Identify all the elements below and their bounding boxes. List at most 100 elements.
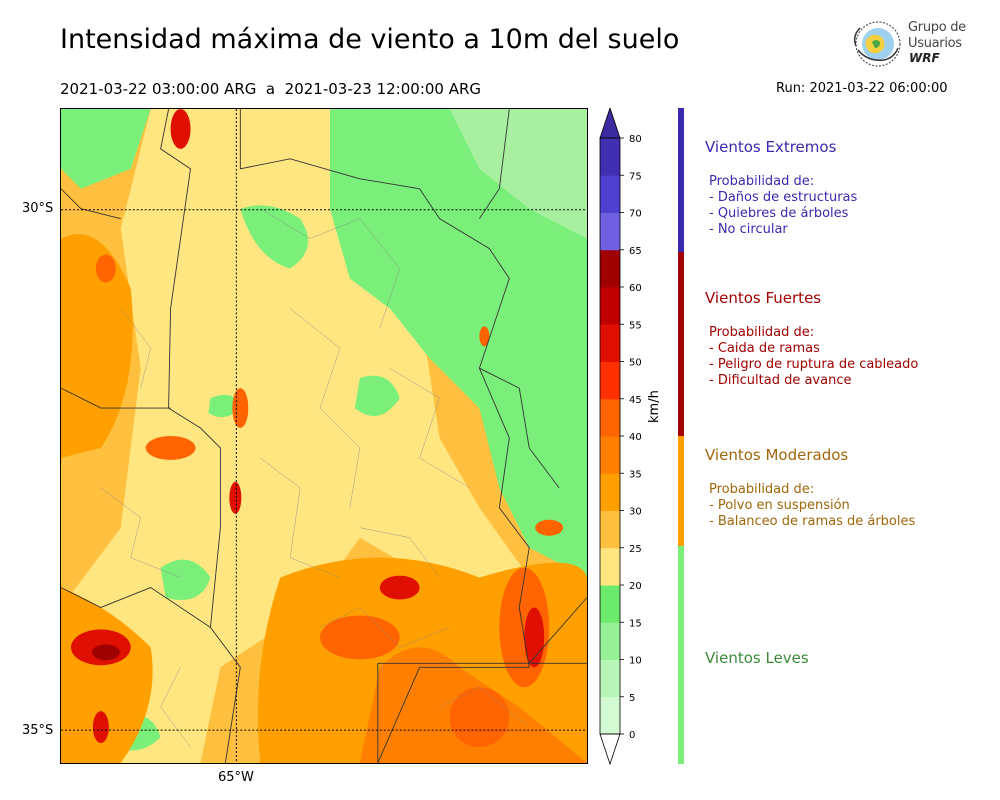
red-area	[145, 436, 196, 460]
wind-map	[60, 108, 588, 764]
colorbar-tick-label: 30	[629, 507, 642, 518]
legend-desc: Probabilidad de: - Polvo en suspensión -…	[709, 482, 915, 530]
legend-line: - Peligro de ruptura de cableado	[709, 357, 919, 372]
colorbar-tick-label: 50	[629, 358, 642, 369]
legend-strip-light	[678, 546, 684, 764]
legend-line: Probabilidad de:	[709, 325, 815, 340]
zone-orange-sw	[61, 587, 153, 763]
colorbar-segment	[600, 249, 620, 288]
globe-icon	[853, 21, 901, 67]
colorbar-segment	[600, 361, 620, 400]
colorbar-segment	[600, 398, 620, 437]
red-area	[524, 607, 545, 668]
legend-strip-strong	[678, 252, 684, 436]
colorbar-segment	[600, 659, 620, 698]
green-patch	[160, 559, 211, 600]
red-area	[95, 254, 116, 283]
legend-light: Vientos Leves	[705, 649, 809, 667]
colorbar-segment	[600, 585, 620, 623]
lat-label: 35°S	[22, 723, 54, 738]
legend-moderate: Vientos Moderados Probabilidad de: - Pol…	[705, 446, 915, 530]
green-patch	[240, 205, 309, 269]
legend-title: Vientos Extremos	[705, 138, 837, 156]
red-area	[232, 388, 249, 429]
zone-lightgreen-ne	[449, 109, 587, 239]
logo-line1: Grupo de	[908, 20, 966, 35]
red-area	[170, 109, 191, 149]
colorbar-tick-label: 80	[629, 134, 642, 145]
red-area	[535, 519, 564, 536]
colorbar-tick-label: 45	[629, 395, 642, 406]
colorbar-segment	[600, 436, 620, 474]
green-patch	[208, 394, 241, 418]
legend-strip-moderate	[678, 436, 684, 546]
legend-strip-extreme	[678, 108, 684, 252]
legend-extreme: Vientos Extremos Probabilidad de: - Daño…	[705, 138, 857, 238]
legend-title: Vientos Moderados	[705, 446, 849, 464]
colorbar-segment	[600, 510, 620, 549]
colorbar-segment	[600, 547, 620, 586]
colorbar-extend-high	[599, 108, 621, 139]
legend-line: - Caida de ramas	[709, 341, 820, 356]
red-area	[92, 711, 109, 744]
legend-line: - No circular	[709, 222, 788, 237]
colorbar-tick-label: 10	[629, 656, 642, 667]
colorbar-tick-label: 20	[629, 581, 642, 592]
graticule	[61, 109, 587, 763]
legend-desc: Probabilidad de: - Caida de ramas - Peli…	[709, 325, 918, 389]
legend-desc: Probabilidad de: - Daños de estructuras …	[709, 174, 857, 238]
logo-wrf: WRF	[909, 51, 940, 65]
legend-strong: Vientos Fuertes Probabilidad de: - Caida…	[705, 289, 918, 389]
lon-label: 65°W	[218, 770, 254, 785]
zone-orange-w	[61, 234, 133, 458]
red-area	[320, 615, 400, 660]
red-area	[229, 481, 242, 514]
colorbar-segment	[600, 138, 620, 176]
colorbar-tick-label: 25	[629, 544, 642, 555]
logo-line2: Usuarios	[908, 36, 962, 51]
run-time: Run: 2021-03-22 06:00:00	[776, 81, 948, 96]
colorbar-tick-label: 75	[629, 171, 642, 182]
colorbar-segment	[600, 324, 620, 362]
zone-green-nw	[61, 109, 151, 189]
colorbar-segment	[600, 175, 620, 213]
colorbar-extend-low	[599, 733, 621, 766]
forecast-period: 2021-03-22 03:00:00 ARG a 2021-03-23 12:…	[60, 80, 482, 98]
red-area	[91, 644, 120, 661]
department-borders	[100, 208, 530, 748]
colorbar-tick-label: 0	[629, 730, 635, 741]
lat-label: 30°S	[22, 201, 54, 216]
legend-line: - Quiebres de árboles	[709, 206, 849, 221]
chart-title: Intensidad máxima de viento a 10m del su…	[60, 24, 680, 55]
colorbar: 0 5 10 15 20 25 30 35 40 45 50 55 60 65 70 75 80	[599, 108, 642, 766]
colorbar-tick-label: 55	[629, 320, 642, 331]
colorbar-segment	[600, 473, 620, 511]
colorbar-tick-label: 5	[629, 693, 635, 704]
red-area	[379, 575, 420, 600]
colorbar-tick-label: 35	[629, 469, 642, 480]
legend-line: - Balanceo de ramas de árboles	[709, 514, 916, 529]
province-borders	[61, 109, 587, 763]
legend-line: Probabilidad de:	[709, 482, 815, 497]
red-area	[449, 687, 510, 748]
legend-line: Probabilidad de:	[709, 174, 815, 189]
colorbar-tick-label: 65	[629, 246, 642, 257]
colorbar-tick-label: 60	[629, 283, 642, 294]
colorbar-segment	[600, 696, 620, 735]
zone-green-ne	[329, 109, 587, 578]
colorbar-segment	[600, 622, 620, 660]
red-area	[479, 326, 490, 347]
legend-line: - Daños de estructuras	[709, 190, 858, 205]
green-patch	[354, 375, 400, 417]
legend-line: - Polvo en suspensión	[709, 498, 850, 513]
legend-title: Vientos Leves	[705, 649, 809, 667]
legend-title: Vientos Fuertes	[705, 289, 822, 307]
colorbar-tick-label: 70	[629, 209, 642, 220]
colorbar-segment	[600, 287, 620, 325]
colorbar-tick-label: 40	[629, 432, 642, 443]
colorbar-unit: km/h	[647, 390, 662, 423]
logo	[853, 21, 901, 67]
colorbar-tick-label: 15	[629, 618, 642, 629]
legend-line: - Dificultad de avance	[709, 373, 852, 388]
colorbar-segment	[600, 212, 620, 251]
